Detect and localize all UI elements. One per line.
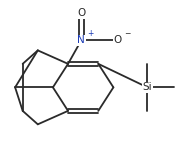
Text: Si: Si (143, 82, 152, 92)
Text: O: O (77, 8, 85, 18)
Text: −: − (124, 29, 130, 38)
Text: +: + (87, 29, 94, 38)
Text: N: N (77, 35, 85, 45)
Text: O: O (113, 35, 121, 45)
